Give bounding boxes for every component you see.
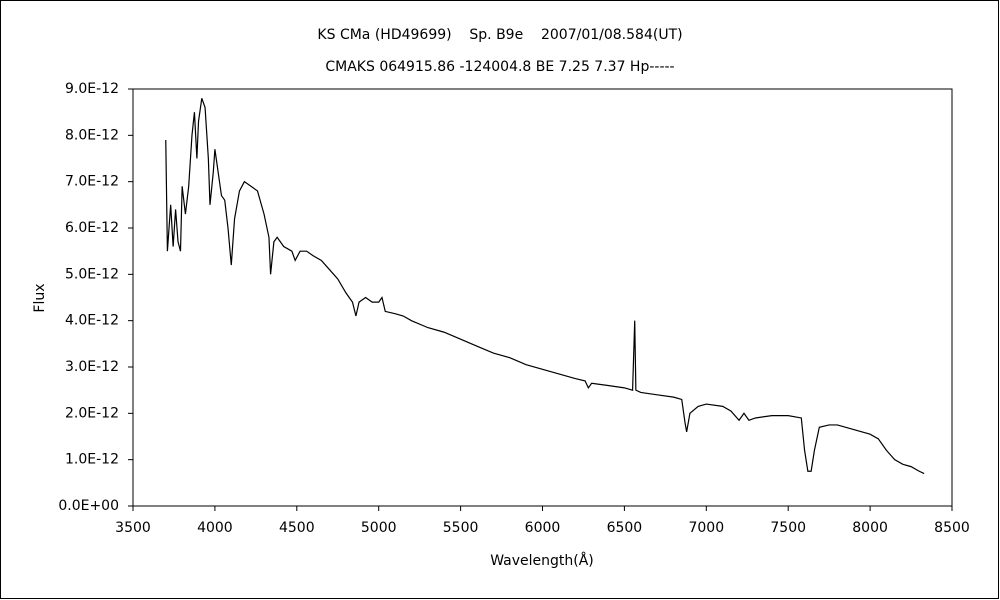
x-tick-label: 4500	[279, 520, 315, 536]
x-axis-label: Wavelength(Å)	[490, 552, 594, 569]
chart-title: KS CMa (HD49699) Sp. B9e 2007/01/08.584(…	[317, 27, 682, 43]
plot-area	[132, 88, 953, 507]
y-tick-label: 4.0E-12	[65, 313, 119, 329]
y-tick-label: 1.0E-12	[65, 452, 119, 468]
x-tick-label: 8500	[934, 520, 970, 536]
y-tick-label: 2.0E-12	[65, 405, 119, 421]
x-tick-label: 6000	[525, 520, 561, 536]
chart-subtitle: CMAKS 064915.86 -124004.8 BE 7.25 7.37 H…	[325, 59, 674, 75]
x-tick-label: 6500	[607, 520, 643, 536]
x-tick-label: 8000	[852, 520, 888, 536]
x-tick-label: 5500	[443, 520, 479, 536]
spectrum-line	[165, 98, 925, 475]
x-tick-label: 5000	[361, 520, 397, 536]
x-tick-label: 3500	[115, 520, 151, 536]
y-tick-label: 7.0E-12	[65, 174, 119, 190]
y-tick-label: 5.0E-12	[65, 266, 119, 282]
y-tick-label: 0.0E+00	[58, 498, 119, 514]
x-tick-label: 7000	[688, 520, 724, 536]
x-tick-label: 4000	[197, 520, 233, 536]
y-tick-label: 9.0E-12	[65, 81, 119, 97]
x-tick-label: 7500	[770, 520, 806, 536]
y-tick-label: 6.0E-12	[65, 220, 119, 236]
y-tick-label: 8.0E-12	[65, 127, 119, 143]
y-tick-label: 3.0E-12	[65, 359, 119, 375]
y-axis-label: Flux	[32, 283, 48, 312]
